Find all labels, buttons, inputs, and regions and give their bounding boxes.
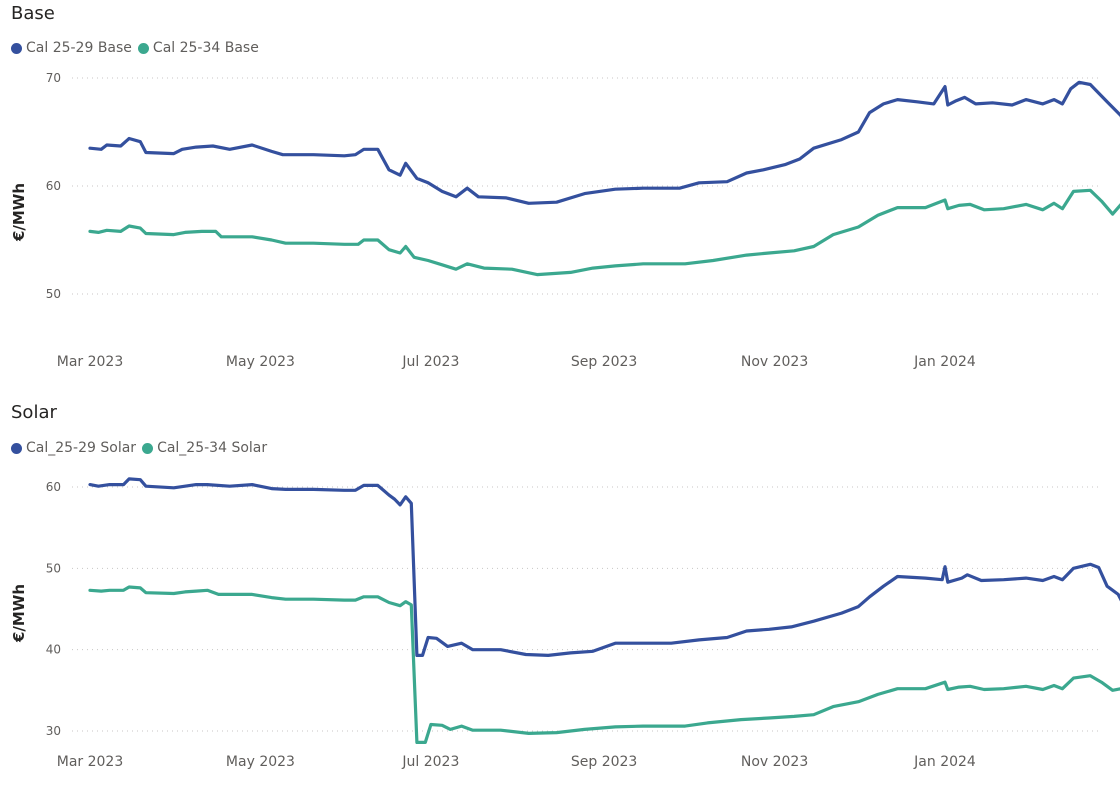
base-x-tick-label: Nov 2023 (741, 354, 808, 370)
base-panel: Base Cal 25-29 Base Cal 25-34 Base 50 60 7… (0, 0, 1120, 390)
solar-x-tick-label: Sep 2023 (571, 754, 637, 770)
solar-x-tick-label: Jul 2023 (401, 754, 459, 770)
legend-dot-icon (11, 42, 22, 54)
base-chart-title: Base (11, 3, 55, 24)
solar-series-line-2 (88, 585, 1120, 744)
solar-legend: Cal_25-29 Solar Cal_25-34 Solar (11, 440, 267, 456)
base-series-line-2 (88, 188, 1120, 277)
solar-chart-title: Solar (11, 402, 57, 423)
solar-x-tick-label: Mar 2023 (57, 754, 124, 770)
solar-x-tick-label: May 2023 (226, 754, 295, 770)
solar-x-tick-label: Jan 2024 (913, 754, 976, 770)
solar-y-tick-label: 30 (46, 724, 61, 738)
solar-legend-item-1[interactable]: Cal_25-29 Solar (11, 440, 136, 456)
legend-label: Cal_25-29 Solar (26, 440, 137, 456)
base-legend-item-2[interactable]: Cal 25-34 Base (137, 40, 259, 56)
solar-line-chart: 30 40 50 60 €/MWh Mar 2023 May 2023 Jul 2023 Sep… (10, 477, 1120, 770)
base-x-tick-label: Jul 2023 (401, 354, 459, 370)
base-y-axis-label: €/MWh (10, 183, 28, 242)
solar-series-line-1 (88, 477, 1120, 657)
legend-dot-icon (11, 442, 22, 454)
legend-label: Cal_25-34 Solar (157, 440, 268, 456)
solar-legend-item-2[interactable]: Cal_25-34 Solar (142, 440, 267, 456)
base-y-tick-label: 60 (46, 179, 61, 193)
base-y-tick-label: 70 (46, 71, 61, 85)
base-x-tick-label: May 2023 (226, 354, 295, 370)
solar-y-tick-label: 60 (46, 480, 61, 494)
base-x-tick-label: Mar 2023 (57, 354, 124, 370)
solar-y-tick-label: 50 (46, 561, 61, 575)
legend-label: Cal 25-34 Base (152, 40, 259, 56)
base-series-line-1 (88, 80, 1120, 205)
solar-y-axis-label: €/MWh (10, 584, 28, 643)
legend-dot-icon (142, 442, 154, 454)
base-legend-item-1[interactable]: Cal 25-29 Base (11, 40, 132, 56)
base-x-tick-label: Jan 2024 (913, 354, 976, 370)
solar-panel: Solar Cal_25-29 Solar Cal_25-34 Solar 30… (0, 400, 1120, 787)
base-y-tick-label: 50 (46, 287, 61, 301)
solar-y-tick-label: 40 (46, 643, 61, 657)
legend-dot-icon (137, 42, 149, 54)
legend-label: Cal 25-29 Base (26, 40, 132, 56)
solar-x-tick-label: Nov 2023 (741, 754, 808, 770)
base-line-chart: 50 60 70 €/MWh Mar 2023 May 2023 Jul 2023 Sep 2… (10, 71, 1120, 370)
base-legend: Cal 25-29 Base Cal 25-34 Base (11, 40, 259, 56)
base-x-tick-label: Sep 2023 (571, 354, 637, 370)
